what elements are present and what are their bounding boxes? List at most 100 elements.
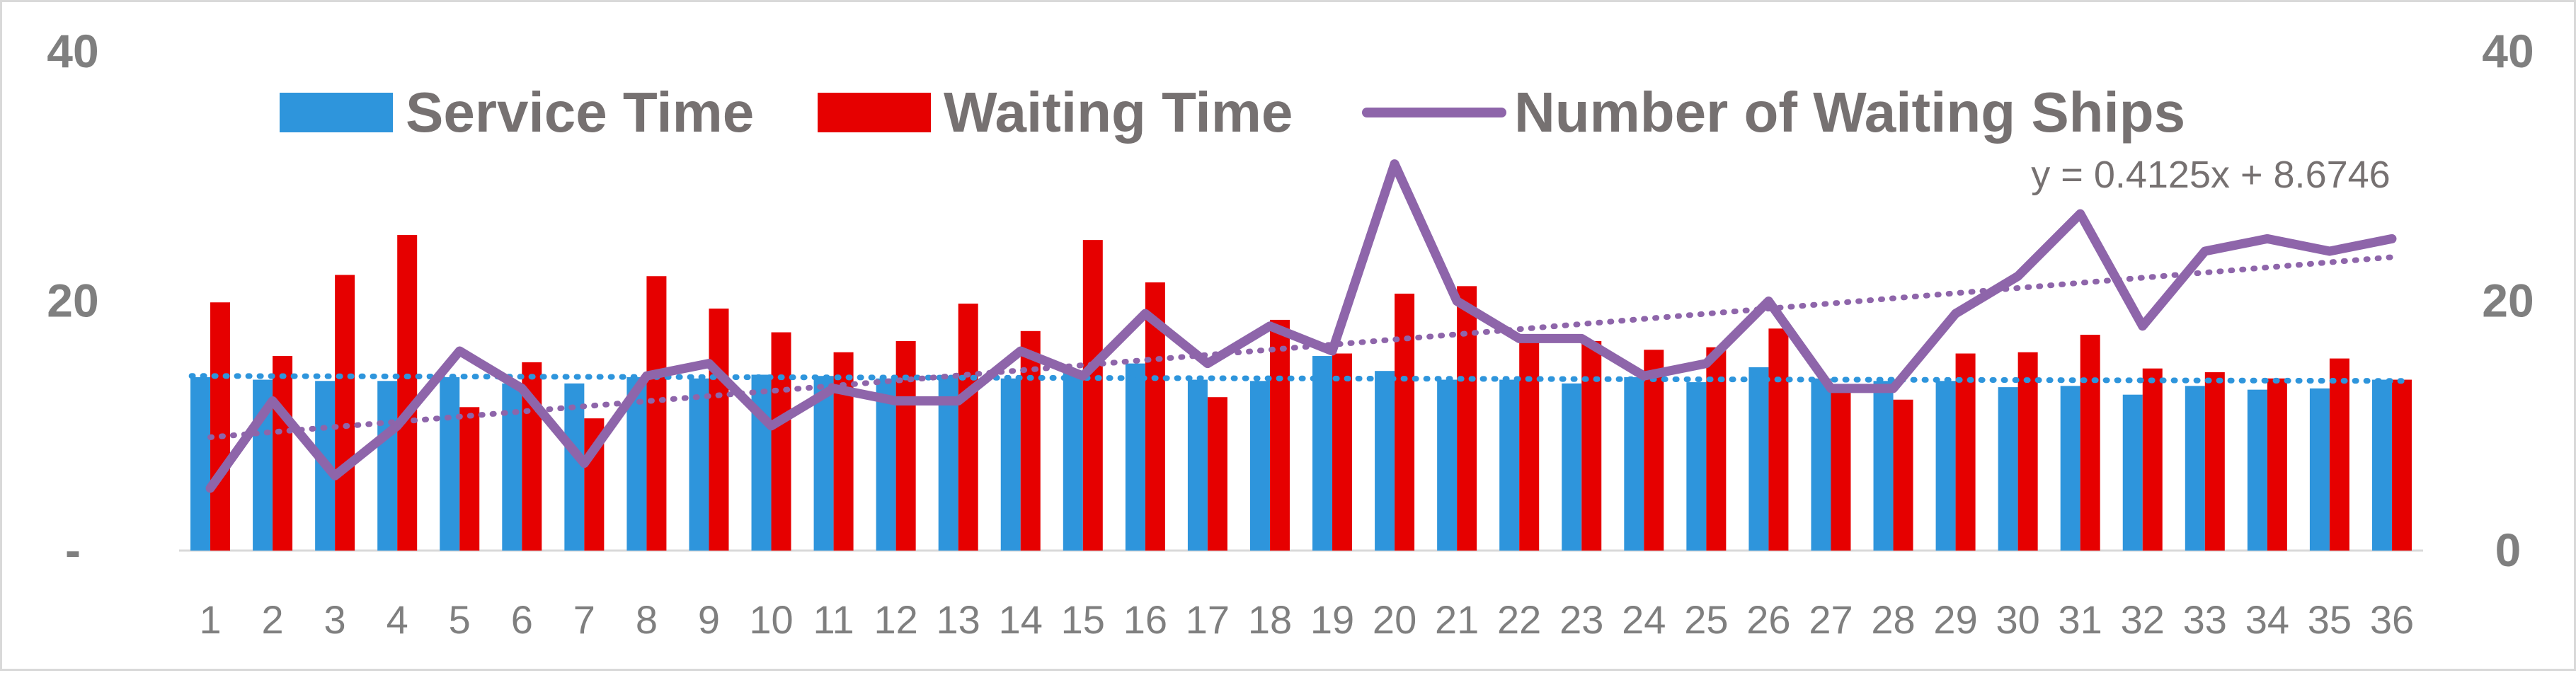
service-time-bar — [689, 378, 709, 551]
waiting-time-bar — [2329, 358, 2349, 551]
x-tick-label: 16 — [1123, 597, 1167, 642]
trendline-equation: y = 0.4125x + 8.6746 — [2031, 154, 2390, 196]
waiting-time-bar — [646, 276, 667, 551]
waiting-ships-point — [1328, 347, 1337, 355]
legend-label: Number of Waiting Ships — [1514, 81, 2185, 144]
service-time-bar — [1437, 379, 1458, 551]
legend-waiting-swatch — [818, 93, 931, 132]
line-series-group — [205, 159, 2397, 493]
service-time-bar — [2309, 388, 2330, 551]
x-tick-label: 21 — [1435, 597, 1479, 642]
waiting-time-bar — [1893, 399, 1913, 551]
waiting-ships-point — [2013, 272, 2022, 281]
x-tick-label: 36 — [2370, 597, 2414, 642]
waiting-ships-point — [580, 459, 589, 468]
x-tick-label: 28 — [1871, 597, 1915, 642]
right-axis-tick: 20 — [2482, 275, 2534, 327]
service-time-bar — [440, 377, 460, 551]
legend: Service Time Waiting Time Number of Waitin… — [280, 81, 2185, 144]
waiting-ships-point — [1515, 334, 1524, 343]
waiting-ships-point — [1265, 321, 1274, 330]
x-tick-label: 20 — [1373, 597, 1416, 642]
waiting-ships-point — [2262, 234, 2272, 243]
waiting-time-bar — [2017, 352, 2038, 551]
x-tick-label: 10 — [749, 597, 793, 642]
right-axis-tick: 0 — [2495, 524, 2521, 576]
service-time-bar — [1312, 356, 1333, 551]
waiting-time-bar — [1020, 330, 1041, 551]
waiting-ships-point — [517, 384, 527, 393]
waiting-time-bar — [1768, 328, 1789, 551]
waiting-time-bar — [1955, 353, 1976, 551]
service-time-bar — [1499, 379, 1520, 551]
x-tick-label: 35 — [2308, 597, 2352, 642]
service-time-bar — [2185, 386, 2205, 551]
x-tick-label: 7 — [573, 597, 595, 642]
x-tick-label: 17 — [1186, 597, 1230, 642]
x-tick-label: 30 — [1996, 597, 2039, 642]
waiting-time-bar — [771, 332, 791, 551]
waiting-time-bar — [1519, 338, 1540, 551]
waiting-time-bar — [709, 309, 729, 551]
service-time-bar — [1935, 381, 1956, 551]
waiting-time-bar — [833, 352, 854, 551]
waiting-ships-point — [829, 384, 838, 393]
x-tick-label: 5 — [449, 597, 471, 642]
waiting-ships-point — [1764, 297, 1773, 306]
waiting-time-bar — [2267, 378, 2287, 551]
waiting-time-bar — [210, 302, 231, 551]
service-time-bar — [1125, 363, 1145, 551]
x-tick-label: 18 — [1248, 597, 1292, 642]
waiting-ships-point — [704, 359, 714, 368]
waiting-time-bar — [2142, 368, 2163, 551]
x-tick-label: 15 — [1061, 597, 1105, 642]
waiting-time-bar — [1207, 397, 1227, 551]
waiting-time-bar — [2391, 379, 2412, 551]
service-time-bar — [2371, 379, 2392, 551]
service-time-bar — [2122, 394, 2143, 551]
waiting-time-bar — [1395, 293, 1415, 551]
waiting-time-bar — [1581, 340, 1602, 551]
x-tick-label: 26 — [1746, 597, 1790, 642]
service-time-bar — [1686, 382, 1707, 551]
waiting-ships-point — [954, 396, 963, 405]
waiting-ships-point — [642, 372, 651, 381]
service-time-bar — [813, 376, 834, 551]
service-time-bar — [564, 383, 585, 551]
waiting-time-bar — [459, 407, 480, 551]
waiting-ships-point — [1453, 297, 1462, 306]
service-time-bar — [377, 381, 398, 551]
waiting-ships-point — [1639, 372, 1649, 381]
x-tick-label: 27 — [1809, 597, 1853, 642]
waiting-time-bar — [2080, 335, 2100, 551]
service-time-bar — [1249, 381, 1270, 551]
x-tick-label: 33 — [2183, 597, 2227, 642]
x-tick-label: 6 — [511, 597, 533, 642]
service-time-bar — [2247, 389, 2267, 551]
waiting-ships-point — [393, 421, 402, 430]
x-tick-label: 29 — [1933, 597, 1977, 642]
x-tick-label: 24 — [1622, 597, 1666, 642]
waiting-time-bar — [1457, 286, 1477, 551]
service-time-bar — [1748, 367, 1769, 551]
waiting-ships-point — [1140, 309, 1150, 318]
service-time-bar — [1063, 371, 1083, 551]
service-time-bar — [751, 374, 772, 551]
service-time-bar — [1873, 381, 1894, 551]
service-time-bar — [2060, 386, 2080, 551]
waiting-ships-trendline — [207, 254, 2395, 440]
service-time-bar — [1998, 387, 2018, 551]
x-tick-label: 1 — [199, 597, 221, 642]
waiting-ships-point — [1702, 359, 1711, 368]
waiting-time-bar — [2204, 372, 2225, 551]
left-axis-tick: - — [65, 524, 81, 576]
left-axis-tick: 40 — [47, 25, 98, 77]
waiting-time-bar — [1082, 240, 1103, 551]
service-time-trendline — [188, 373, 2414, 384]
waiting-ships-line — [205, 159, 2397, 493]
waiting-ships-point — [206, 483, 215, 493]
x-tick-label: 8 — [636, 597, 658, 642]
x-tick-label: 19 — [1310, 597, 1354, 642]
waiting-ships-point — [2200, 247, 2209, 255]
waiting-ships-point — [1203, 359, 1212, 368]
